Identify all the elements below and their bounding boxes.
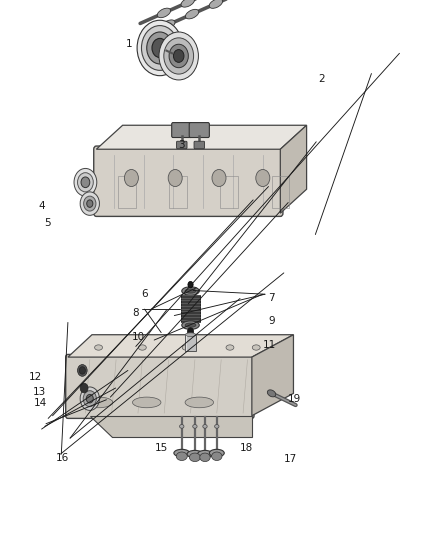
Text: 5: 5 xyxy=(44,218,51,228)
Circle shape xyxy=(80,387,99,410)
FancyBboxPatch shape xyxy=(194,141,205,149)
Circle shape xyxy=(84,196,96,211)
Circle shape xyxy=(159,32,198,80)
FancyBboxPatch shape xyxy=(94,146,283,216)
FancyBboxPatch shape xyxy=(189,123,209,138)
Text: 16: 16 xyxy=(56,454,69,463)
Circle shape xyxy=(83,391,96,407)
Ellipse shape xyxy=(189,453,201,462)
Ellipse shape xyxy=(187,450,203,458)
Circle shape xyxy=(137,20,183,76)
Circle shape xyxy=(147,32,173,64)
Circle shape xyxy=(74,168,97,196)
Circle shape xyxy=(188,281,193,288)
Polygon shape xyxy=(90,416,252,437)
Circle shape xyxy=(168,169,182,187)
Text: 7: 7 xyxy=(268,293,275,303)
Circle shape xyxy=(80,383,88,393)
Polygon shape xyxy=(280,125,307,213)
Circle shape xyxy=(212,169,226,187)
Bar xyxy=(181,295,200,322)
Text: 11: 11 xyxy=(263,341,276,350)
Text: 19: 19 xyxy=(288,394,301,403)
Ellipse shape xyxy=(181,0,194,7)
Ellipse shape xyxy=(185,323,196,327)
Polygon shape xyxy=(68,335,293,357)
Ellipse shape xyxy=(180,424,184,429)
Text: 2: 2 xyxy=(318,74,325,84)
Circle shape xyxy=(78,173,93,192)
Ellipse shape xyxy=(132,397,161,408)
Bar xyxy=(170,176,187,208)
Ellipse shape xyxy=(95,345,102,350)
Ellipse shape xyxy=(185,333,196,337)
Text: 1: 1 xyxy=(126,39,133,49)
Bar xyxy=(220,176,238,208)
Ellipse shape xyxy=(185,397,214,408)
Text: 10: 10 xyxy=(131,332,145,342)
Ellipse shape xyxy=(138,345,146,350)
Ellipse shape xyxy=(84,397,113,408)
Ellipse shape xyxy=(209,0,223,9)
Circle shape xyxy=(256,169,270,187)
Bar xyxy=(118,176,136,208)
Ellipse shape xyxy=(252,345,260,350)
FancyBboxPatch shape xyxy=(177,141,187,149)
Text: 6: 6 xyxy=(141,289,148,299)
Ellipse shape xyxy=(185,289,196,293)
Circle shape xyxy=(87,200,93,207)
Circle shape xyxy=(141,26,178,70)
Ellipse shape xyxy=(267,390,276,397)
Text: 9: 9 xyxy=(268,316,275,326)
Bar xyxy=(272,176,289,208)
Text: 17: 17 xyxy=(283,455,297,464)
Text: 13: 13 xyxy=(33,387,46,397)
FancyBboxPatch shape xyxy=(172,123,192,138)
Polygon shape xyxy=(252,335,293,416)
Bar xyxy=(185,335,196,351)
Ellipse shape xyxy=(209,449,224,457)
Text: 15: 15 xyxy=(155,443,168,453)
Text: 14: 14 xyxy=(34,399,47,408)
Circle shape xyxy=(164,38,194,74)
Ellipse shape xyxy=(174,449,190,457)
Ellipse shape xyxy=(185,10,199,19)
Ellipse shape xyxy=(200,453,210,462)
Ellipse shape xyxy=(203,424,207,429)
Text: 18: 18 xyxy=(240,443,253,453)
Circle shape xyxy=(173,50,184,62)
Ellipse shape xyxy=(182,345,190,350)
Circle shape xyxy=(169,44,188,68)
Ellipse shape xyxy=(212,452,222,461)
Text: 12: 12 xyxy=(29,373,42,382)
Text: 8: 8 xyxy=(132,309,139,318)
Ellipse shape xyxy=(226,345,234,350)
Ellipse shape xyxy=(162,20,175,29)
Circle shape xyxy=(78,365,87,376)
Circle shape xyxy=(124,169,138,187)
Ellipse shape xyxy=(182,287,199,295)
FancyBboxPatch shape xyxy=(66,354,254,418)
Ellipse shape xyxy=(182,321,199,329)
Ellipse shape xyxy=(198,450,212,458)
Polygon shape xyxy=(96,125,307,149)
Circle shape xyxy=(86,394,93,403)
Circle shape xyxy=(79,367,85,374)
Ellipse shape xyxy=(193,424,197,429)
Text: 4: 4 xyxy=(38,201,45,211)
Ellipse shape xyxy=(176,452,187,461)
Circle shape xyxy=(81,177,90,188)
Circle shape xyxy=(152,38,168,58)
Text: 3: 3 xyxy=(178,140,185,150)
Ellipse shape xyxy=(215,424,219,429)
Circle shape xyxy=(80,192,99,215)
Circle shape xyxy=(187,328,194,335)
Ellipse shape xyxy=(157,8,171,18)
